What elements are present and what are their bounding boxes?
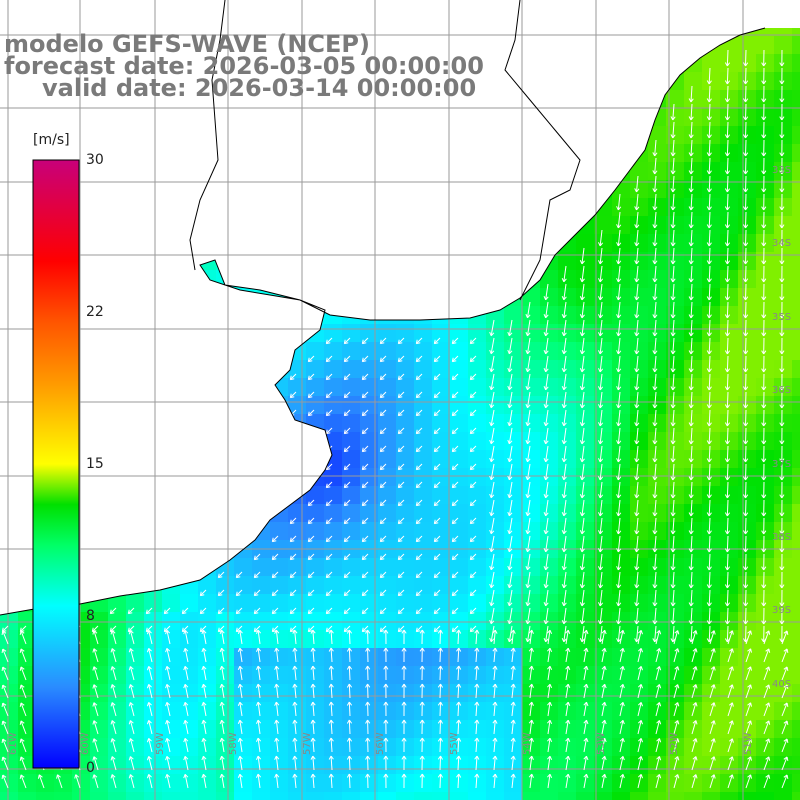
longitude-label: 61W <box>8 732 19 755</box>
colorbar-tick-15: 15 <box>86 456 104 472</box>
longitude-label: 55W <box>449 732 460 755</box>
colorbar <box>32 159 80 769</box>
longitude-label: 53W <box>596 732 607 755</box>
latitude-labels: 33S 34S 35S 36S 37S 38S 39S 40S <box>772 165 791 690</box>
model-title: modelo GEFS-WAVE (NCEP) <box>4 30 370 58</box>
latitude-label: 39S <box>772 605 791 616</box>
latitude-label: 37S <box>772 459 791 470</box>
colorbar-tick-22: 22 <box>86 304 104 320</box>
colorbar-tick-30: 30 <box>86 152 104 168</box>
longitude-label: 51W <box>743 732 754 755</box>
longitude-label: 60W <box>80 732 91 755</box>
longitude-label: 57W <box>302 732 313 755</box>
wind-arrows <box>1 49 789 789</box>
longitude-label: 54W <box>522 732 533 755</box>
longitude-label: 52W <box>669 732 680 755</box>
longitude-label: 59W <box>155 732 166 755</box>
latitude-label: 36S <box>772 385 791 396</box>
latitude-label: 40S <box>772 679 791 690</box>
longitude-label: 58W <box>228 732 239 755</box>
valid-date: valid date: 2026-03-14 00:00:00 <box>42 74 477 102</box>
longitude-labels: 61W 60W 59W 58W 57W 56W 55W 54W 53W 52W 51W <box>8 732 754 755</box>
coastline <box>0 0 766 616</box>
colorbar-tick-0: 0 <box>86 760 95 776</box>
latitude-label: 35S <box>772 312 791 323</box>
latitude-label: 34S <box>772 238 791 249</box>
latitude-label: 33S <box>772 165 791 176</box>
forecast-date: forecast date: 2026-03-05 00:00:00 <box>4 52 484 80</box>
colorbar-tick-8: 8 <box>86 608 95 624</box>
longitude-label: 56W <box>375 732 386 755</box>
colorbar-unit: [m/s] <box>33 132 70 148</box>
latitude-label: 38S <box>772 532 791 543</box>
